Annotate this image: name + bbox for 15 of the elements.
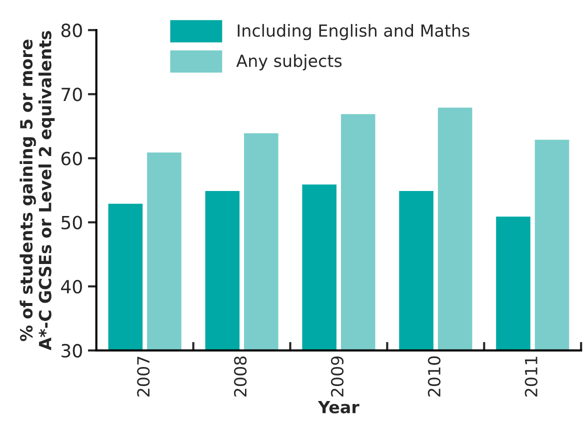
y-tick-label: 40 — [61, 280, 82, 294]
x-tick-label: 2008 — [234, 356, 247, 397]
y-tick-label: 80 — [61, 24, 82, 38]
x-axis-title: Year — [318, 401, 360, 414]
y-tick-label: 50 — [62, 216, 82, 230]
y-tick-label: 70 — [62, 88, 82, 102]
legend-label: Any subjects — [236, 54, 342, 70]
y-tick-label: 30 — [62, 344, 82, 358]
y-tick-label: 60 — [61, 152, 82, 166]
x-tick-label: 2007 — [137, 356, 150, 397]
x-tick-label: 2010 — [428, 356, 440, 397]
y-axis-title: % of students gaining 5 or more A*-C GCSEs or Level 2 equivalents — [20, 31, 55, 350]
legend-label: Including English and Maths — [238, 24, 470, 40]
x-tick-label: 2011 — [524, 356, 538, 397]
x-tick-label: 2009 — [330, 356, 344, 397]
